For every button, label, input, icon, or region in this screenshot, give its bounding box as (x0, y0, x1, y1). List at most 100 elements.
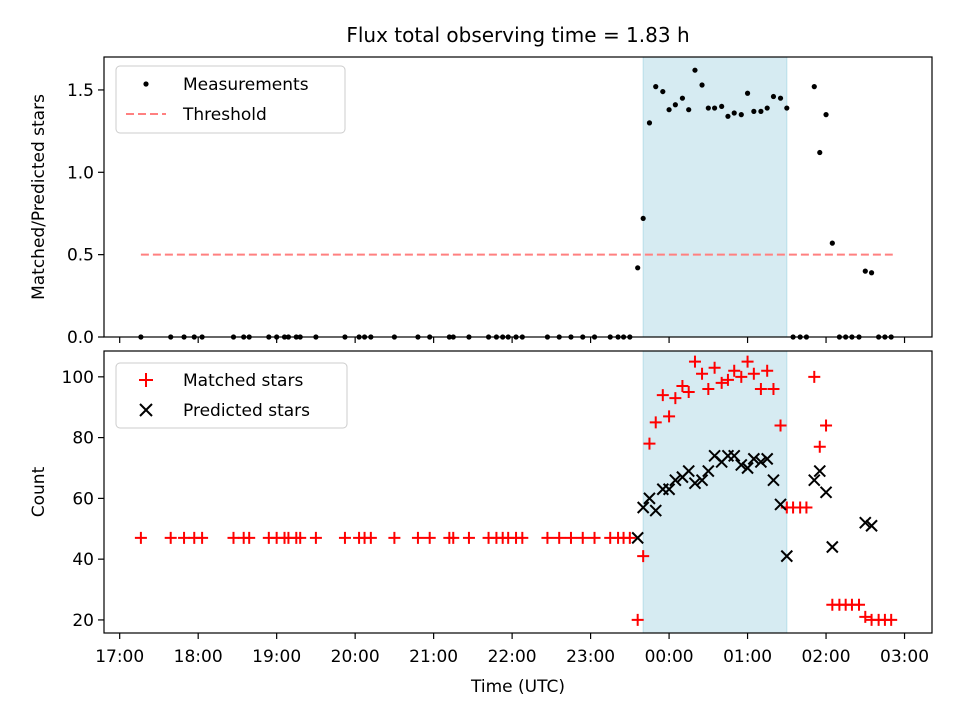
ratio-legend-box (115, 65, 346, 134)
measurement-point (862, 268, 868, 274)
measurement-point (738, 112, 744, 118)
matched-stars-point (227, 531, 240, 544)
matched-stars-point (164, 531, 177, 544)
measurement-point (764, 105, 770, 111)
matched-stars-point (715, 376, 728, 389)
matched-stars-point (774, 419, 787, 432)
y-tick-label: 60 (72, 489, 94, 509)
matched-stars-point (820, 419, 833, 432)
matched-stars-point (656, 389, 669, 402)
measurement-point (646, 120, 653, 126)
measurement-point (640, 215, 646, 222)
matched-stars-point (853, 598, 866, 611)
matched-stars-point (721, 373, 734, 386)
measurement-point (692, 67, 698, 73)
predicted-stars-point (780, 549, 794, 563)
matched-stars-point (728, 364, 741, 377)
predicted-stars-point (754, 455, 768, 469)
matched-stars-point (643, 437, 656, 450)
matched-stars-point (388, 531, 401, 544)
matched-stars-point (623, 531, 636, 544)
measurement-point (660, 88, 666, 95)
predicted-stars-point (767, 473, 780, 487)
y-tick-label: 100 (62, 368, 94, 388)
y-tick-label: 1.5 (67, 81, 94, 101)
ratio-y-axis-label: Matched/Predicted stars (29, 94, 49, 300)
predicted-stars-point (728, 449, 741, 463)
matched-stars-point (516, 531, 529, 544)
predicted-stars-point (702, 464, 715, 478)
measurements-series (138, 67, 894, 340)
chart-title: Flux total observing time = 1.83 h (346, 23, 689, 47)
measurement-point (686, 107, 692, 113)
measurement-point (758, 108, 764, 114)
matched-stars-point (669, 392, 682, 405)
measurement-point (784, 105, 790, 111)
matched-stars-point (411, 531, 424, 544)
predicted-stars-point (760, 452, 774, 466)
measurement-point (635, 265, 641, 271)
measurement-point (811, 84, 817, 90)
matched-stars-point (196, 531, 209, 544)
measurement-point (679, 95, 686, 101)
count-axes-frame (103, 350, 933, 634)
matched-stars-point (553, 531, 566, 544)
measurement-point (823, 112, 829, 118)
count-legend: Matched stars Predicted stars (115, 362, 348, 429)
y-tick-label: 40 (72, 550, 94, 570)
predicted-stars-point (819, 486, 833, 499)
matched-stars-point (447, 531, 460, 544)
predicted-stars-point (859, 516, 872, 529)
matched-stars-point (423, 531, 436, 544)
predicted-stars-point (649, 504, 662, 517)
matched-stars-point (637, 550, 650, 563)
matched-stars-point (754, 382, 767, 395)
matched-stars-point (708, 361, 721, 374)
x-tick-label: 18:00 (174, 647, 223, 667)
measurement-point (653, 84, 659, 90)
measurement-point (744, 90, 751, 96)
ratio-x-ticks (119, 337, 906, 343)
matched-stars-point (243, 531, 256, 544)
matched-stars-point (688, 355, 701, 368)
predicted-stars-point (747, 452, 761, 466)
measurement-point (672, 102, 678, 108)
matched-stars-series (134, 355, 898, 626)
predicted-stars-point (695, 473, 709, 487)
matched-stars-point (541, 531, 554, 544)
matched-stars-point (741, 355, 754, 368)
matched-stars-point (663, 410, 676, 423)
predicted-stars-point (826, 540, 839, 554)
x-tick-label: 01:00 (723, 647, 772, 667)
time-x-ticks: 17:00 18:00 19:00 20:00 21:00 22:00 23:00 00:00… (95, 633, 929, 667)
measurement-point (829, 240, 835, 246)
measurement-point (731, 110, 737, 116)
matched-stars-legend-marker (139, 373, 153, 387)
y-tick-label: 1.0 (67, 163, 94, 183)
y-tick-label: 80 (72, 429, 94, 449)
matched-stars-legend-label: Matched stars (183, 371, 303, 391)
matched-stars-point (588, 531, 601, 544)
matched-stars-point (462, 531, 475, 544)
predicted-stars-point (741, 461, 754, 475)
predicted-stars-point (808, 473, 821, 487)
matched-stars-point (696, 367, 709, 380)
x-tick-label: 03:00 (880, 647, 929, 667)
predicted-stars-point (813, 464, 826, 478)
measurement-point (817, 149, 823, 156)
x-tick-label: 19:00 (252, 647, 301, 667)
x-tick-label: 21:00 (409, 647, 458, 667)
predicted-stars-point (688, 476, 702, 490)
matched-stars-point (564, 531, 577, 544)
predicted-stars-point (631, 531, 644, 545)
matched-stars-point (885, 613, 898, 626)
predicted-stars-point (865, 519, 878, 532)
matched-stars-point (702, 382, 715, 395)
predicted-stars-point (643, 492, 656, 505)
matched-stars-point (859, 610, 872, 623)
predicted-stars-point (735, 458, 748, 472)
x-tick-label: 22:00 (488, 647, 537, 667)
matched-stars-point (576, 531, 589, 544)
matched-stars-point (761, 364, 774, 377)
